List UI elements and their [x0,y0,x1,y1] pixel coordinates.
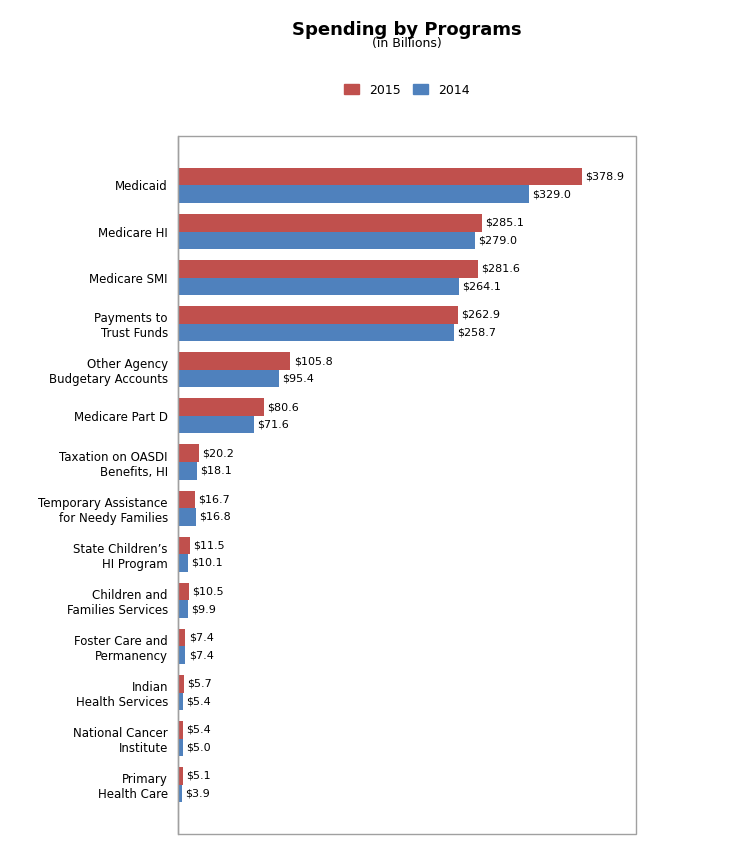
Text: $7.4: $7.4 [189,650,214,660]
Bar [178,370,280,387]
Text: $10.5: $10.5 [192,586,223,597]
Bar [178,462,197,479]
Text: $20.2: $20.2 [202,448,235,458]
Text: $80.6: $80.6 [267,403,298,412]
Bar [178,739,183,757]
Text: $71.6: $71.6 [258,420,289,430]
Text: $18.1: $18.1 [200,465,232,476]
Bar [178,444,199,462]
Bar [178,785,182,802]
Text: $95.4: $95.4 [283,374,314,384]
Text: $5.1: $5.1 [186,771,211,781]
Bar [178,629,186,647]
Bar [178,647,186,664]
Bar [178,260,478,277]
Bar [178,398,263,416]
Text: Spending by Programs: Spending by Programs [292,21,522,39]
Bar [178,186,528,203]
Text: $3.9: $3.9 [185,789,209,798]
Bar [178,537,190,554]
Text: (in Billions): (in Billions) [372,37,442,49]
Bar [178,491,195,508]
Bar [178,323,454,341]
Text: $105.8: $105.8 [294,356,332,366]
Text: $285.1: $285.1 [485,218,524,228]
Legend: 2015, 2014: 2015, 2014 [339,78,475,101]
Bar [178,693,184,710]
Bar [178,508,195,526]
Text: $11.5: $11.5 [193,540,225,551]
Text: $9.9: $9.9 [192,604,216,614]
Text: $264.1: $264.1 [462,282,502,291]
Bar [178,600,188,618]
Text: $16.8: $16.8 [199,512,230,522]
Bar [178,583,189,600]
Bar [178,675,184,693]
Bar [178,168,582,186]
Bar [178,231,475,249]
Text: $5.0: $5.0 [186,742,211,752]
Bar [178,768,183,785]
Text: $16.7: $16.7 [198,494,230,505]
Text: $258.7: $258.7 [457,328,496,338]
Text: $281.6: $281.6 [481,264,520,274]
Bar [178,214,482,231]
Text: $279.0: $279.0 [479,235,517,245]
Bar [178,352,291,370]
Text: $5.7: $5.7 [187,679,212,688]
Bar [178,306,458,323]
Bar [178,416,254,433]
Text: $378.9: $378.9 [585,172,624,181]
Text: $329.0: $329.0 [532,189,571,199]
Text: $10.1: $10.1 [192,558,223,568]
Bar [178,277,460,295]
Bar [178,721,184,739]
Text: $262.9: $262.9 [461,310,500,320]
Text: $7.4: $7.4 [189,632,214,643]
Text: $5.4: $5.4 [186,696,212,706]
Text: $5.4: $5.4 [186,725,212,735]
Bar [178,554,189,572]
